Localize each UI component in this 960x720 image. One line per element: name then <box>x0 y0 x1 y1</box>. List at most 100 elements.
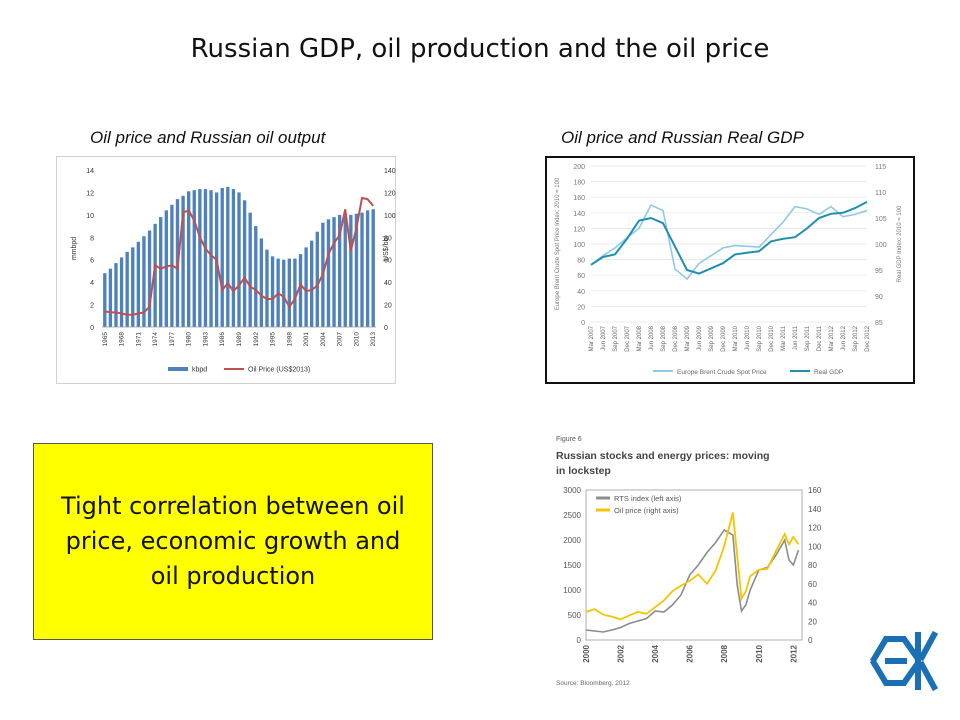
x-tick-label: 1968 <box>119 332 126 347</box>
bar-kbpd <box>203 189 208 327</box>
x-tick-label: Sep 2011 <box>805 325 811 351</box>
line-oil-price <box>585 512 800 621</box>
bar-kbpd <box>119 257 124 327</box>
y-right-tick-label: 100 <box>875 242 887 249</box>
bar-kbpd <box>114 263 118 327</box>
chart-title-line1: Russian stocks and energy prices: moving <box>556 450 770 462</box>
x-tick-label: 2004 <box>651 644 660 662</box>
legend-label-brent: Europe Brent Crude Spot Price <box>677 369 767 376</box>
y-left-axis-label: Europe Brent Crude Spot Price Index: 201… <box>555 177 561 310</box>
bar-kbpd <box>147 230 152 327</box>
bar-kbpd <box>242 200 247 327</box>
bar-kbpd <box>270 256 275 327</box>
x-tick-label: 2000 <box>582 644 591 662</box>
y-left-tick-label: 0 <box>90 325 94 332</box>
y-left-tick-label: 200 <box>573 164 585 171</box>
stocks-energy-chart: Figure 6 Russian stocks and energy prices… <box>550 432 840 688</box>
bar-kbpd <box>237 192 241 327</box>
x-tick-label: Dec 2010 <box>769 325 775 351</box>
y-left-tick-label: 180 <box>573 180 585 187</box>
bar-kbpd <box>220 187 224 327</box>
y-right-axis-label: US$/bbl <box>383 236 390 261</box>
bar-kbpd <box>248 212 252 327</box>
plot-frame <box>585 489 803 641</box>
bar-kbpd <box>254 226 258 327</box>
y-left-tick-label: 10 <box>86 213 94 220</box>
x-tick-label: 1974 <box>152 332 159 347</box>
y-left-tick-label: 80 <box>577 258 585 265</box>
y-left-tick-label: 3000 <box>563 486 581 495</box>
y-right-tick-label: 115 <box>875 164 886 171</box>
x-tick-label: 2010 <box>755 644 764 662</box>
y-left-tick-label: 1500 <box>563 561 581 570</box>
x-tick-label: 2001 <box>303 332 310 347</box>
subtitle-oil-output: Oil price and Russian oil output <box>90 128 326 147</box>
y-right-tick-label: 0 <box>808 636 813 645</box>
x-tick-label: 2008 <box>720 644 729 662</box>
bar-kbpd <box>365 210 370 327</box>
x-tick-label: Dec 2007 <box>625 325 631 351</box>
x-tick-label: Mar 2011 <box>781 325 787 351</box>
bar-kbpd <box>209 190 213 327</box>
line-real-gdp <box>590 201 868 275</box>
x-tick-label: Mar 2007 <box>589 325 595 351</box>
y-right-tick-label: 60 <box>384 258 392 265</box>
callout-box: Tight correlation between oil price, eco… <box>33 443 433 640</box>
bar-kbpd <box>371 209 375 327</box>
y-left-axis-label: mmbpd <box>71 237 78 260</box>
y-left-tick-label: 500 <box>568 611 582 620</box>
bar-kbpd <box>181 195 185 327</box>
y-right-tick-label: 60 <box>808 580 817 589</box>
bar-kbpd <box>310 240 314 327</box>
stocks-energy-chart-svg: Figure 6 Russian stocks and energy prices… <box>556 436 822 687</box>
y-left-tick-label: 40 <box>577 289 585 296</box>
y-right-axis-label: Real GDP Index: 2010 = 100 <box>897 205 903 282</box>
bar-kbpd <box>136 241 141 327</box>
x-tick-label: Sep 2010 <box>757 325 763 351</box>
legend-label-kbpd: kbpd <box>192 367 207 374</box>
y-left-tick-label: 60 <box>577 273 585 280</box>
y-right-tick-label: 90 <box>875 294 883 301</box>
y-right-tick-label: 110 <box>875 190 886 197</box>
bar-kbpd <box>259 238 264 327</box>
x-tick-label: Jun 2008 <box>649 325 655 350</box>
bar-kbpd <box>304 247 308 327</box>
y-left-tick-label: 6 <box>90 258 94 265</box>
y-left-tick-label: 8 <box>90 235 94 242</box>
legend-label-gdp: Real GDP <box>814 369 843 376</box>
x-tick-label: 1989 <box>236 332 243 347</box>
x-tick-label: 2007 <box>337 332 344 347</box>
y-left-tick-label: 2500 <box>563 511 581 520</box>
y-right-tick-label: 105 <box>875 216 887 223</box>
bar-kbpd <box>337 214 342 327</box>
legend-swatch-kbpd <box>168 367 188 371</box>
y-right-tick-label: 20 <box>384 303 392 310</box>
bar-kbpd <box>315 231 319 327</box>
x-tick-label: Sep 2007 <box>613 325 619 351</box>
legend-label-oil: Oil price (right axis) <box>614 506 679 515</box>
x-tick-label: Jun 2009 <box>697 325 703 350</box>
x-tick-label: Mar 2010 <box>733 325 739 351</box>
line-oil-price <box>104 196 374 316</box>
bar-kbpd <box>103 273 107 327</box>
y-right-tick-label: 0 <box>384 325 388 332</box>
y-left-tick-label: 160 <box>573 195 585 202</box>
y-right-tick-label: 80 <box>384 235 392 242</box>
oecd-style-logo-icon <box>868 627 940 699</box>
x-tick-label: Dec 2011 <box>817 325 823 351</box>
x-tick-label: 2004 <box>320 332 327 347</box>
bar-kbpd <box>164 210 168 327</box>
x-tick-label: Sep 2012 <box>853 325 859 351</box>
y-right-tick-label: 140 <box>384 168 396 175</box>
y-right-tick-label: 40 <box>808 599 817 608</box>
bar-kbpd <box>298 254 303 327</box>
bar-kbpd <box>265 249 269 327</box>
x-tick-label: Mar 2012 <box>829 325 835 351</box>
y-right-tick-label: 100 <box>808 542 822 551</box>
y-left-tick-label: 120 <box>573 226 585 233</box>
figure-label: Figure 6 <box>556 436 582 443</box>
y-right-tick-label: 80 <box>808 561 817 570</box>
bar-kbpd <box>231 189 236 327</box>
bar-kbpd <box>192 190 196 327</box>
